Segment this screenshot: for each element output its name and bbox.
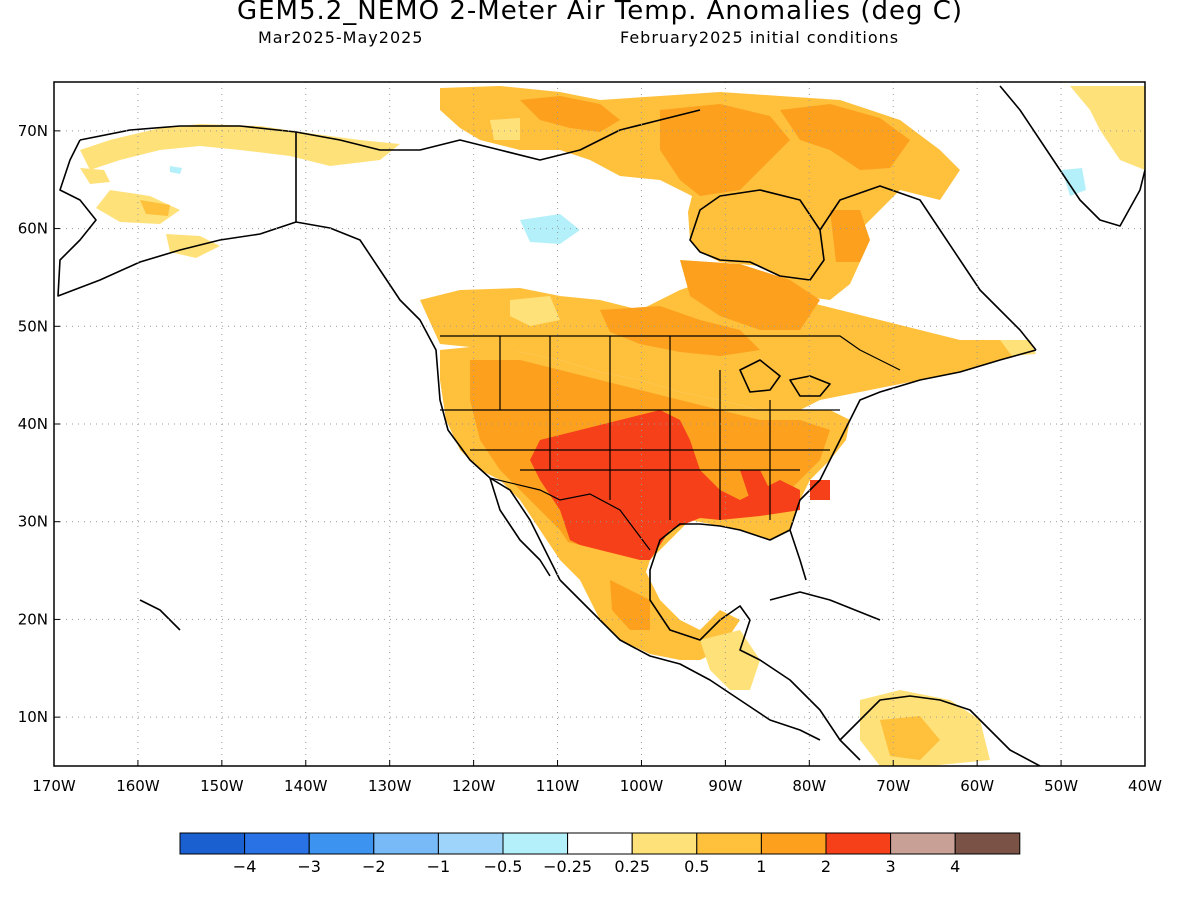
map-title: GEM5.2_NEMO 2-Meter Air Temp. Anomalies … — [236, 0, 964, 26]
state-lines — [440, 336, 840, 520]
colorbar-swatch — [179, 832, 246, 855]
colorbar-label: −0.25 — [543, 857, 592, 876]
lon-tick-label: 120W — [452, 777, 496, 795]
east-coast — [789, 349, 1037, 581]
lat-tick-label: 50N — [18, 317, 48, 335]
colorbar-label: 4 — [950, 857, 960, 876]
lon-tick-label: 170W — [32, 777, 76, 795]
greenland-coast — [999, 85, 1145, 227]
lon-tick-label: 130W — [368, 777, 412, 795]
lon-tick-label: 40W — [1128, 777, 1162, 795]
lat-tick-label: 70N — [18, 122, 48, 140]
lon-tick-label: 70W — [876, 777, 910, 795]
alaska-coast — [79, 125, 561, 581]
gulf-coast — [649, 523, 861, 761]
south-america-coast — [839, 695, 1041, 766]
us-canada-border — [440, 335, 901, 371]
colorbar-swatch — [954, 832, 1021, 855]
lon-tick-label: 110W — [536, 777, 580, 795]
colorbar-swatch — [567, 832, 633, 855]
colorbar-label: 0.5 — [684, 857, 709, 876]
cuba — [769, 591, 881, 621]
longitude-labels: 170W 160W 150W 140W 130W 120W 110W 100W 90W 80W 70… — [32, 760, 1162, 795]
color-bar: −4 −3 −2 −1 −0.5 −0.25 0.25 0.5 1 2 3 4 — [179, 832, 1021, 876]
colorbar-swatch — [890, 832, 956, 855]
lon-tick-label: 90W — [708, 777, 742, 795]
colorbar-label: 2 — [821, 857, 831, 876]
colorbar-label: −4 — [233, 857, 257, 876]
colorbar-label: −3 — [297, 857, 321, 876]
colorbar-swatch — [760, 832, 827, 855]
lat-tick-label: 60N — [18, 220, 48, 238]
anomaly-shading — [80, 86, 1145, 766]
great-lakes — [739, 359, 831, 397]
baja — [489, 477, 551, 577]
colorbar-label: −2 — [362, 857, 386, 876]
mexico-pacific-coast — [559, 579, 821, 741]
lat-tick-label: 30N — [18, 513, 48, 531]
hudson-bay — [689, 189, 825, 281]
lon-tick-label: 160W — [116, 777, 160, 795]
colorbar-swatch — [373, 832, 439, 855]
hawaii — [139, 599, 181, 631]
labrador-coast — [819, 185, 1037, 351]
colorbar-swatch — [825, 832, 892, 855]
lon-tick-label: 60W — [960, 777, 994, 795]
lon-tick-label: 50W — [1044, 777, 1078, 795]
colorbar-label: 1 — [756, 857, 766, 876]
alaska-west-coast — [57, 139, 297, 297]
lon-tick-label: 80W — [792, 777, 826, 795]
colorbar-label: −1 — [427, 857, 451, 876]
us-mexico-border — [489, 477, 651, 551]
colorbar-swatch — [502, 832, 569, 855]
borders — [440, 335, 901, 551]
colorbar-swatch — [437, 832, 504, 855]
colorbar-swatch — [244, 832, 310, 855]
colorbar-swatch — [631, 832, 698, 855]
colorbar-swatch — [308, 832, 375, 855]
colorbar-swatch — [696, 832, 762, 855]
forecast-period: Mar2025-May2025 — [258, 28, 424, 47]
lat-tick-label: 20N — [18, 610, 48, 628]
lat-tick-label: 40N — [18, 415, 48, 433]
graticule — [54, 82, 1145, 766]
latitude-labels: 70N 60N 50N 40N 30N 20N 10N — [18, 122, 60, 726]
lat-tick-label: 10N — [18, 708, 48, 726]
arctic-coast — [295, 109, 701, 161]
initial-conditions: February2025 initial conditions — [620, 28, 900, 47]
colorbar-label: −0.5 — [484, 857, 523, 876]
lon-tick-label: 150W — [200, 777, 244, 795]
lon-tick-label: 140W — [284, 777, 328, 795]
coastlines — [57, 85, 1145, 766]
lon-tick-label: 100W — [620, 777, 664, 795]
colorbar-label: 3 — [886, 857, 896, 876]
colorbar-label: 0.25 — [614, 857, 650, 876]
